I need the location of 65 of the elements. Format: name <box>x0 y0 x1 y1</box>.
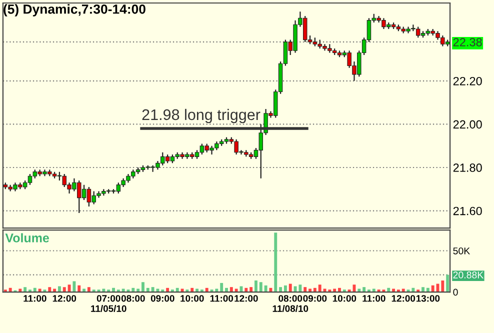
bar <box>402 288 405 292</box>
bar <box>180 288 184 292</box>
bar <box>142 282 144 292</box>
bar <box>279 287 282 292</box>
x-tick-label: 13:00 <box>416 295 440 302</box>
bar <box>18 288 22 292</box>
bar <box>24 287 27 292</box>
y-tick-label: 20.88K <box>453 272 484 278</box>
bar <box>102 288 106 292</box>
bar <box>372 288 376 292</box>
x-tick-label: 09:00 <box>150 295 174 302</box>
bar <box>422 287 424 292</box>
bar <box>78 285 81 292</box>
bar <box>284 285 287 292</box>
x-tick-label: 09:00 <box>303 295 327 302</box>
bar <box>274 232 278 292</box>
bar <box>318 284 322 292</box>
x-tick-label: 12:00 <box>52 295 76 302</box>
y-tick-label: 22.00 <box>453 120 482 129</box>
bar <box>441 280 444 292</box>
x-tick-label: 11:00 <box>24 295 46 302</box>
x-tick-label: 08:00 <box>121 295 145 302</box>
bar <box>431 285 434 292</box>
y-tick-label: 21.80 <box>453 164 482 172</box>
y-tick-label: 0 <box>453 288 458 296</box>
x-tick-label: 10:00 <box>180 295 204 302</box>
bar <box>230 287 233 292</box>
bar <box>87 287 90 292</box>
ref-line-label: 21.98 long trigger <box>142 108 260 124</box>
bar <box>333 288 336 292</box>
bar <box>308 288 312 292</box>
y-tick-label: 22.20 <box>453 76 482 86</box>
x-tick-label: 12:00 <box>234 295 258 302</box>
chart-title: (5) Dynamic,7:30-14:00 <box>4 4 146 16</box>
bar <box>82 288 86 292</box>
bar <box>196 288 198 292</box>
y-tick-label: 22.38 <box>453 38 482 46</box>
bar <box>446 274 450 292</box>
x-tick-label: 11:00 <box>210 295 234 302</box>
bar <box>72 281 76 292</box>
bar <box>215 288 218 292</box>
x-tick-label: 10:00 <box>332 295 356 302</box>
bar <box>358 288 361 292</box>
bar <box>136 288 140 292</box>
bar <box>234 288 238 292</box>
bar <box>264 285 268 292</box>
bar <box>362 287 366 292</box>
x-tick-label: 12:00 <box>392 295 416 302</box>
bar <box>38 288 42 292</box>
bar <box>68 284 71 292</box>
y-tick-label: 21.60 <box>453 206 482 216</box>
bar <box>220 282 224 292</box>
bar <box>53 288 56 292</box>
y-tick-label: 50K <box>453 247 470 254</box>
bar <box>250 287 253 292</box>
chart-title: Volume <box>5 233 49 242</box>
x-tick-label: 11:00 <box>362 295 386 302</box>
bar <box>122 288 125 292</box>
bar <box>254 280 258 292</box>
bar <box>304 287 307 292</box>
bar <box>259 282 262 292</box>
bar <box>288 284 292 292</box>
bar <box>392 288 396 292</box>
bar <box>48 287 52 292</box>
bar <box>62 287 66 292</box>
